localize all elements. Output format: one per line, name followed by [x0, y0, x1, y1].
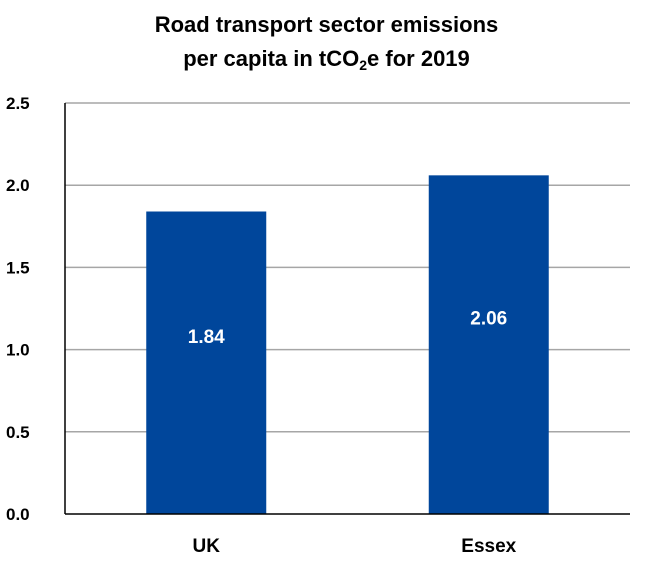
x-category-label: UK: [193, 536, 221, 557]
axes: [64, 103, 630, 515]
bars: [146, 175, 549, 514]
data-label-uk: 1.84: [188, 327, 225, 348]
y-tick-label: 0.5: [6, 423, 30, 442]
chart-title: Road transport sector emissions per capi…: [0, 8, 653, 76]
chart-title-prefix: per capita in tCO: [183, 46, 360, 71]
x-category-label: Essex: [461, 536, 516, 557]
y-tick-label: 2.5: [6, 94, 30, 113]
chart-title-line-2: per capita in tCO2e for 2019: [0, 42, 653, 76]
labels: 0.0 0.5 1.0 1.5 2.0 2.5 1.84 UK 2.06 Essex: [6, 94, 517, 557]
y-tick-label: 1.5: [6, 258, 30, 277]
bar-uk: [146, 211, 267, 514]
data-label-essex: 2.06: [470, 309, 507, 330]
chart-title-line-1: Road transport sector emissions: [154, 12, 499, 37]
chart-title-suffix: e for 2019: [367, 46, 470, 71]
chart-title-subscript: 2: [359, 57, 368, 73]
y-tick-label: 0.0: [6, 505, 30, 524]
y-tick-label: 2.0: [6, 176, 30, 195]
bar-essex: [428, 175, 549, 514]
y-tick-label: 1.0: [6, 341, 30, 360]
